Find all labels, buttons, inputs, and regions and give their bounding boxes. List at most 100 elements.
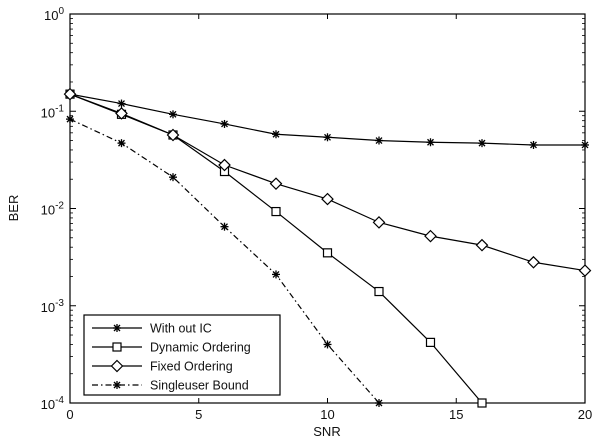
data-point [323,133,332,142]
marker-diamond [269,177,283,191]
legend-marker [113,381,121,389]
legend-label: Singleuser Bound [150,379,249,393]
y-tick-base: 10 [41,203,55,218]
data-point [581,140,589,149]
y-tick-exponent: -3 [55,298,64,309]
x-tick-label: 10 [320,407,334,422]
data-point [66,115,74,124]
y-tick-exponent: -1 [55,103,64,114]
marker-square [322,248,333,258]
marker-diamond [63,87,77,101]
data-point [529,140,538,149]
y-tick-label: 100 [44,6,64,23]
marker-diamond [372,216,386,229]
data-point [169,110,177,119]
marker-square [271,206,281,217]
series-3 [63,87,592,277]
marker-diamond [424,229,437,243]
x-tick-label: 15 [449,407,463,422]
y-tick-label: 10-1 [41,103,65,120]
marker-diamond [115,107,128,120]
marker-stroke [118,100,125,108]
legend: With out IC Dynamic Ordering Fixed Orderin… [83,314,281,396]
y-tick-exponent: -4 [55,395,64,406]
marker-stroke [66,115,74,123]
marker-square [425,337,436,347]
data-point [117,99,126,108]
data-point [478,139,486,148]
marker-diamond [527,255,540,269]
data-point [578,264,592,277]
y-tick-label: 10-3 [41,298,65,315]
marker-diamond [578,264,592,277]
data-point [115,107,128,120]
data-point [424,229,437,243]
data-point [322,248,333,258]
legend-label: Dynamic Ordering [150,341,251,355]
x-tick-label: 0 [66,407,73,422]
data-point [169,173,177,182]
data-point [477,398,487,408]
marker-stroke [169,110,177,118]
legend-marker [113,324,121,332]
data-point [372,216,386,229]
marker-diamond [110,359,124,373]
y-tick-base: 10 [44,8,58,23]
x-axis-title: SNR [313,424,340,439]
marker-square [112,342,122,352]
data-point [527,255,540,269]
marker-diamond [321,192,334,206]
marker-stroke [118,139,125,147]
series-4 [66,115,383,407]
marker-stroke [375,137,383,144]
marker-stroke [272,130,280,138]
legend-entry: Fixed Ordering [92,360,233,374]
data-point [375,399,383,407]
marker-square [477,398,487,408]
data-point [63,87,77,101]
data-point [375,136,383,145]
series-layer [63,87,592,408]
marker-stroke [530,141,537,149]
marker-square [374,286,384,297]
data-point [321,192,334,206]
marker-stroke [324,133,331,141]
marker-stroke [324,340,331,348]
marker-stroke [272,270,280,278]
legend-marker [112,342,122,352]
y-tick-exponent: -2 [55,201,64,212]
data-point [166,128,180,142]
data-point [117,139,126,148]
data-point [269,177,283,191]
legend-entry: Singleuser Bound [92,379,249,393]
marker-diamond [475,238,489,252]
data-point [323,340,332,349]
series-1 [66,90,589,149]
data-point [374,286,384,297]
data-point [272,270,280,279]
marker-stroke [221,223,228,231]
marker-stroke [581,141,589,149]
y-tick-base: 10 [41,397,55,412]
x-tick-label: 20 [578,407,592,422]
data-point [425,337,436,347]
y-tick-label: 10-2 [41,201,65,218]
data-point [272,130,280,139]
x-tick-label: 5 [195,407,202,422]
y-axis-title: BER [6,195,21,222]
marker-stroke [113,381,121,389]
legend-marker [110,359,124,373]
y-tick-label: 10-4 [41,395,65,412]
y-tick-base: 10 [41,300,55,315]
marker-stroke [169,173,177,181]
marker-stroke [375,399,383,407]
marker-diamond [218,158,231,172]
marker-stroke [478,139,486,147]
legend-label: With out IC [150,322,212,336]
data-point [426,138,435,147]
data-point [220,119,229,128]
y-tick-base: 10 [41,105,55,120]
marker-stroke [221,120,228,128]
